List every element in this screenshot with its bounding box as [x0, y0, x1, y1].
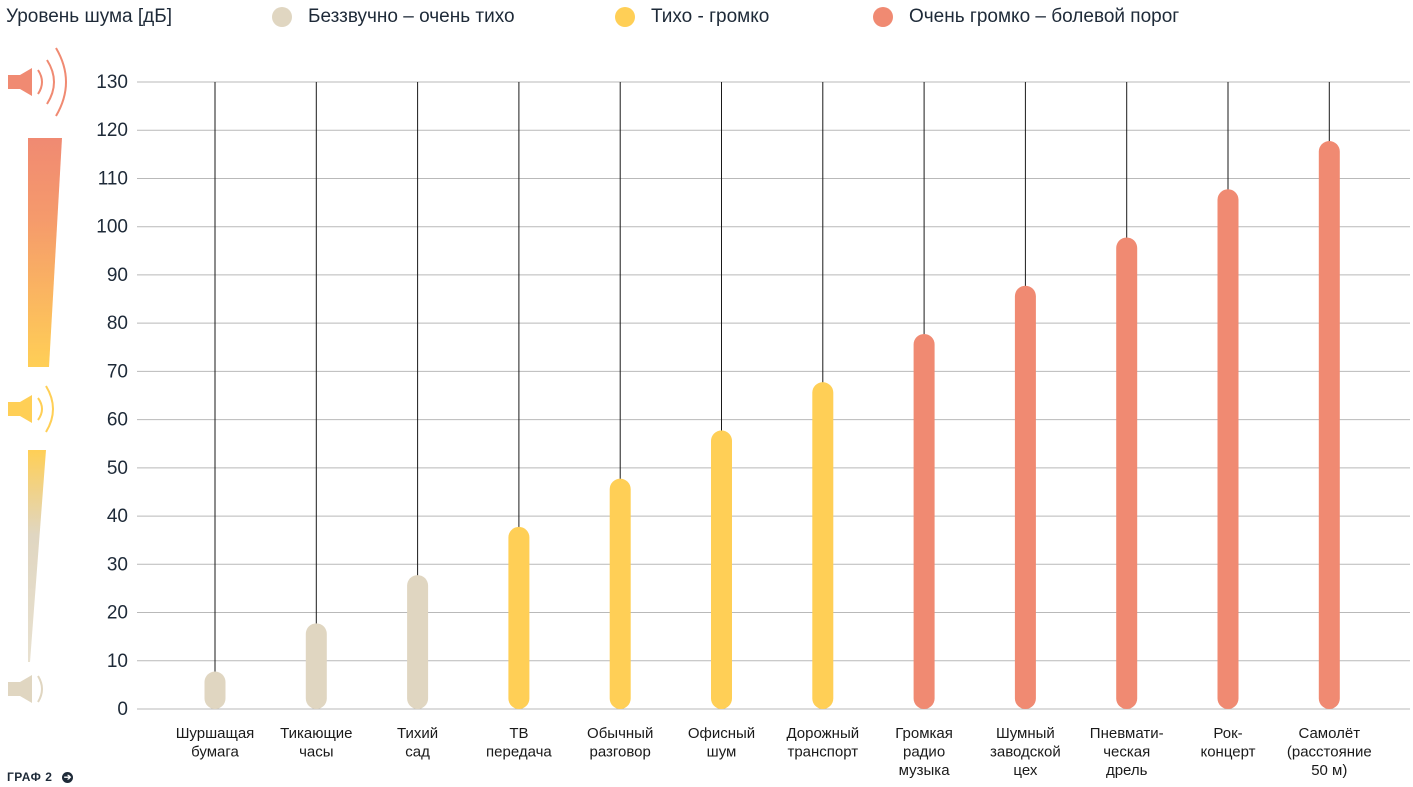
legend: Уровень шума [дБ] Беззвучно – очень тихо… — [0, 0, 1413, 40]
y-tick-label: 10 — [107, 651, 128, 672]
legend-label-loud: Очень громко – болевой порог — [909, 6, 1180, 27]
speaker-loud-icon — [8, 47, 67, 117]
y-tick-label: 130 — [96, 72, 128, 93]
x-tick-label: Шумный заводской цех — [990, 725, 1061, 779]
x-tick-label: Шуршащая бумага — [176, 725, 255, 761]
bar — [407, 575, 429, 709]
bar — [609, 478, 631, 709]
legend-item-quiet: Беззвучно – очень тихо — [272, 6, 515, 28]
bar — [1014, 285, 1036, 709]
y-tick-label: 120 — [96, 120, 128, 141]
x-tick-label: Самолёт (расстояние 50 м) — [1287, 725, 1372, 779]
y-tick-label: 90 — [107, 265, 128, 286]
bar — [1116, 237, 1138, 709]
legend-dot-medium — [615, 7, 635, 27]
bar — [1318, 141, 1340, 709]
gradient-bar-bottom — [28, 450, 46, 662]
x-tick-label: Пневмати-ческая дрель — [1090, 725, 1164, 779]
x-tick-label: Рок-концерт — [1200, 725, 1255, 761]
grid — [137, 81, 1410, 710]
legend-label-quiet: Беззвучно – очень тихо — [308, 6, 515, 27]
legend-dot-loud — [873, 7, 893, 27]
arrow-right-icon: ➔ — [62, 771, 74, 783]
bar — [812, 382, 834, 709]
gradient-bar-top — [28, 138, 62, 367]
bars — [204, 141, 1340, 709]
y-tick-label: 100 — [96, 217, 128, 238]
y-tick-label: 0 — [117, 699, 128, 720]
bar — [508, 526, 530, 709]
x-tick-label: Тикающие часы — [280, 725, 352, 761]
x-tick-label: Громкая радио музыка — [895, 725, 953, 779]
y-tick-label: 80 — [107, 313, 128, 334]
bar — [1217, 189, 1239, 709]
legend-item-medium: Тихо - громко — [615, 6, 769, 28]
y-tick-label: 110 — [98, 168, 128, 189]
y-tick-label: 30 — [107, 554, 128, 575]
y-tick-label: 60 — [107, 410, 128, 431]
x-tick-label: Дорожный транспорт — [786, 725, 859, 761]
speaker-quiet-icon — [8, 675, 43, 703]
x-tick-label: Тихий сад — [397, 725, 438, 761]
x-tick-label: ТВ передача — [486, 725, 552, 761]
y-tick-label: 70 — [107, 361, 128, 382]
bar — [305, 623, 327, 709]
x-tick-labels: Шуршащая бумага Тикающие часы Тихий сад ТВ пере… — [176, 725, 1372, 779]
bar — [204, 671, 226, 709]
stems — [214, 82, 1330, 709]
figure-caption-label: ГРАФ 2 — [7, 770, 53, 784]
legend-dot-quiet — [272, 7, 292, 27]
legend-label-medium: Тихо - громко — [651, 6, 770, 27]
figure-caption: ГРАФ 2 ➔ — [7, 770, 74, 784]
speaker-medium-icon — [8, 385, 54, 433]
loudness-scale — [8, 47, 67, 703]
x-tick-label: Офисный шум — [688, 725, 755, 761]
y-tick-labels: 0 10 20 30 40 50 60 70 80 90 100 110 120 130 — [96, 72, 128, 720]
y-tick-label: 20 — [107, 603, 128, 624]
legend-item-loud: Очень громко – болевой порог — [873, 6, 1179, 28]
y-tick-label: 40 — [107, 506, 128, 527]
bar — [711, 430, 732, 709]
y-tick-label: 50 — [107, 458, 128, 479]
y-axis-title: Уровень шума [дБ] — [6, 6, 173, 27]
x-tick-label: Обычный разговор — [587, 725, 653, 761]
bar — [913, 333, 935, 709]
